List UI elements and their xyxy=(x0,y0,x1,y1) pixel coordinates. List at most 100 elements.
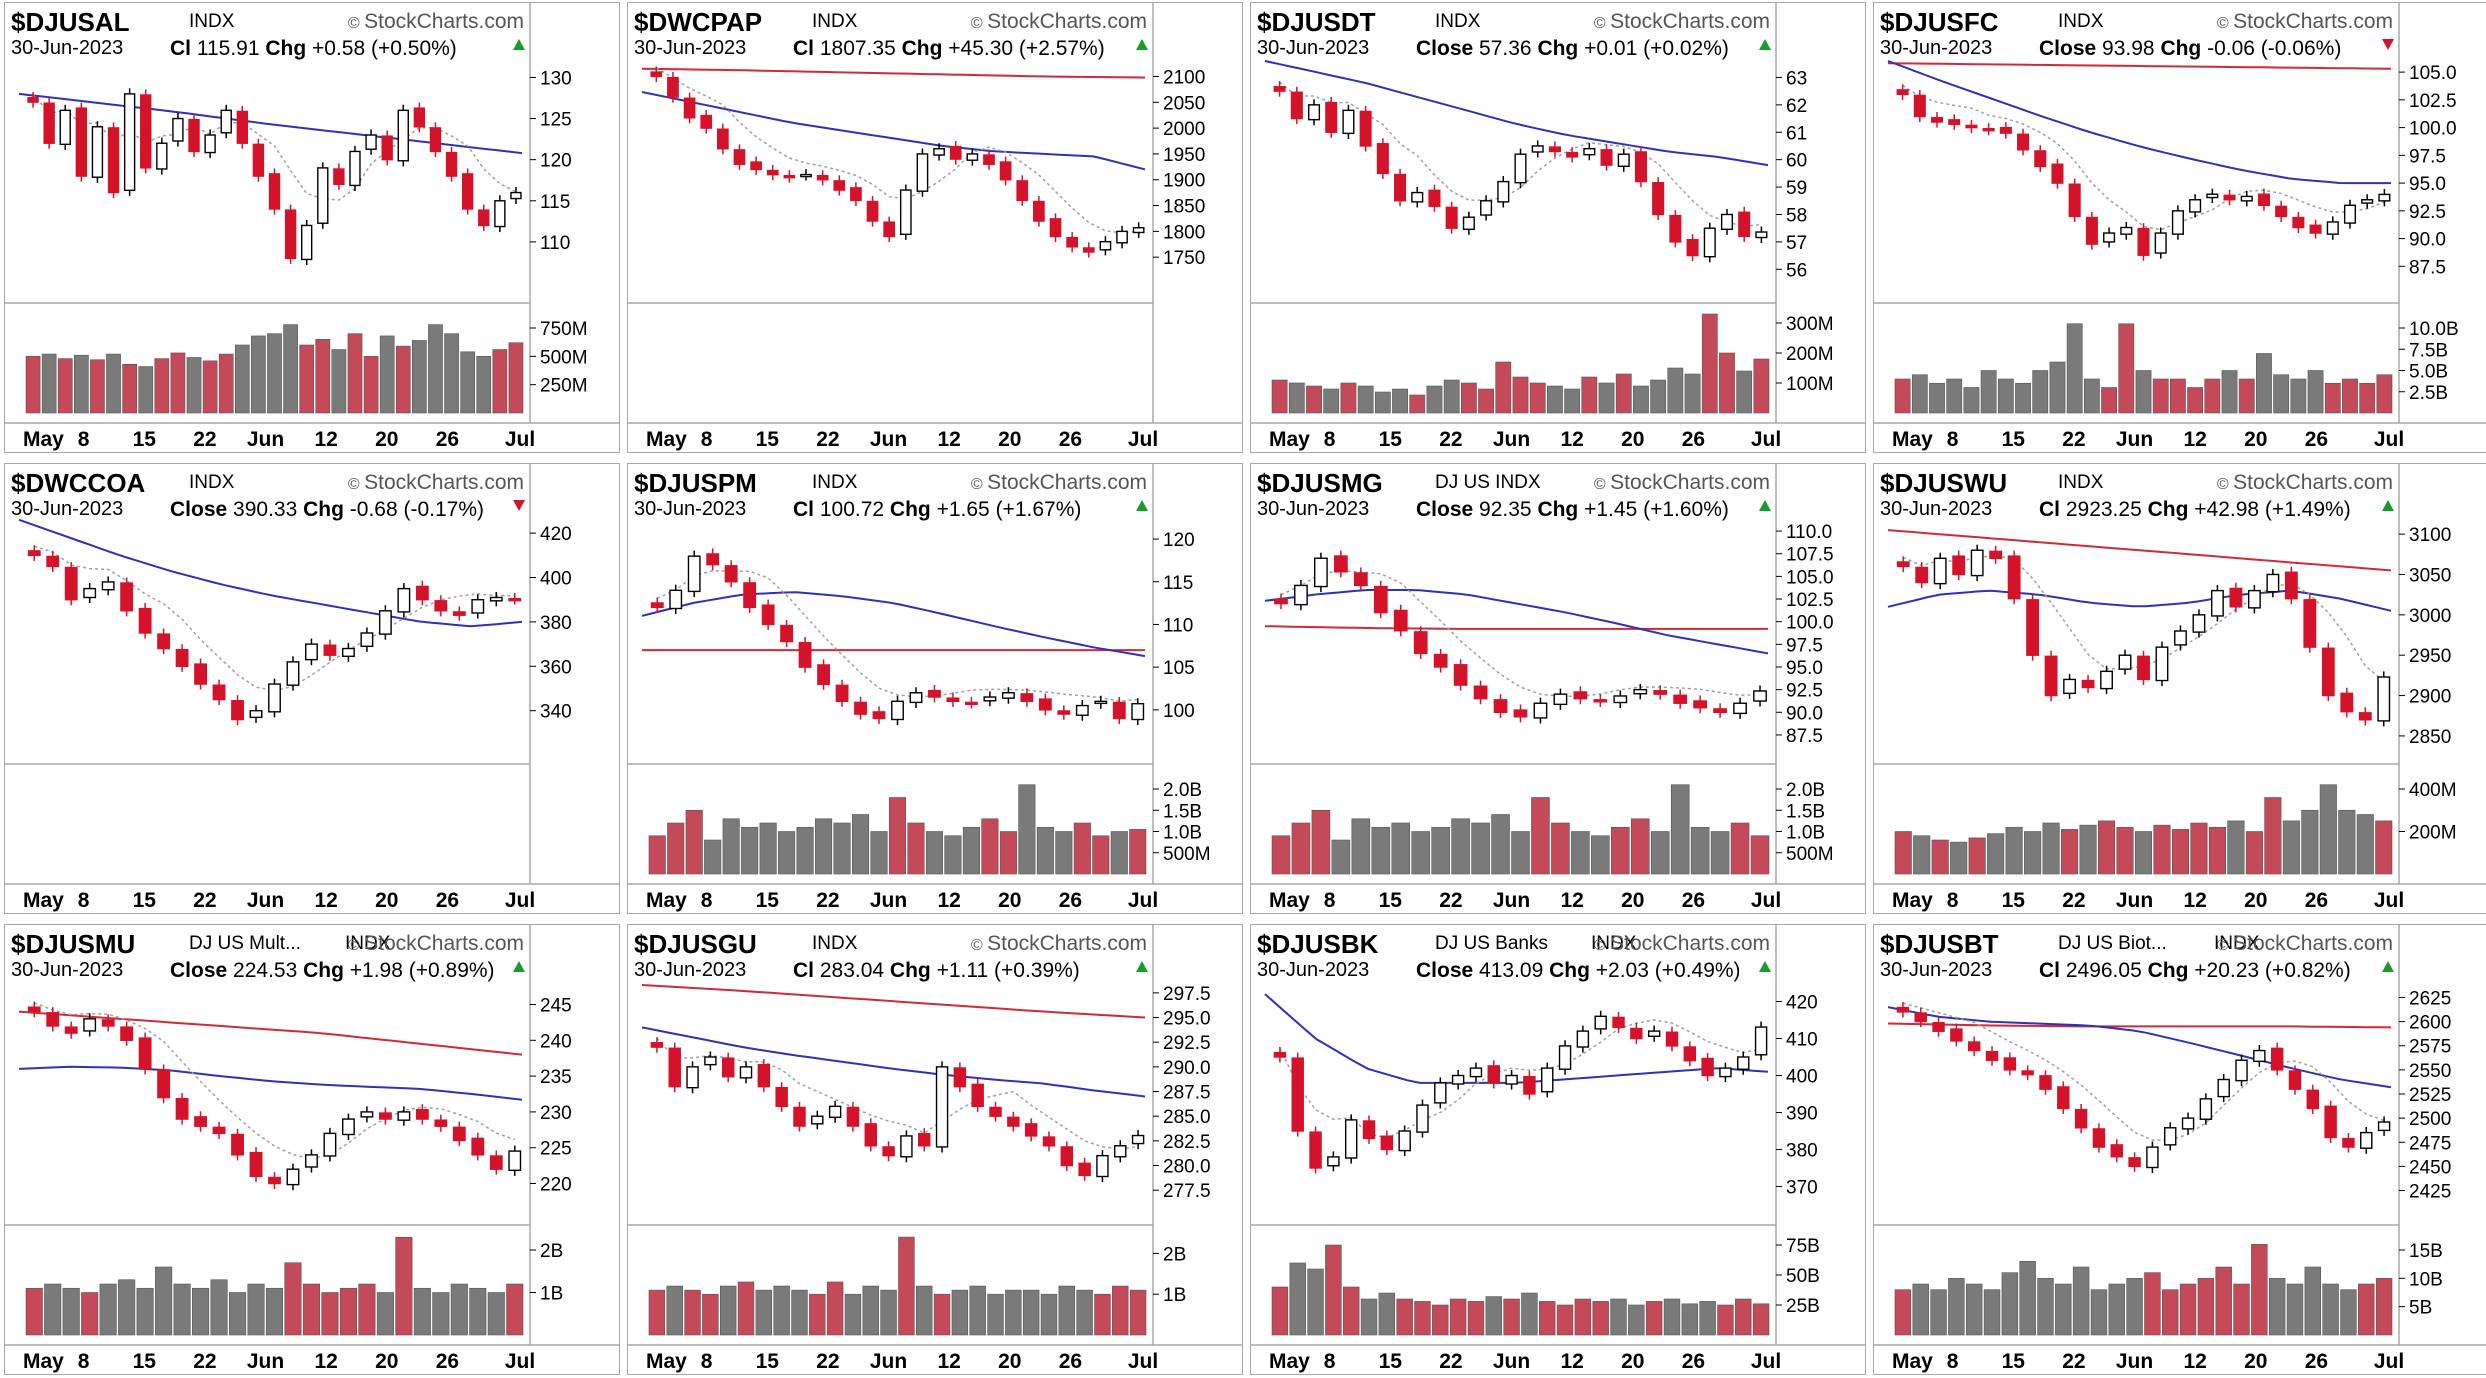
candle xyxy=(2081,674,2095,694)
volume-bar xyxy=(833,822,851,875)
volume-bar xyxy=(1485,1296,1502,1336)
y-tick-label: 1800 xyxy=(1163,222,1205,243)
candle xyxy=(909,687,923,708)
chart-date: 30-Jun-2023 xyxy=(1880,498,1993,520)
volume-bar xyxy=(778,831,796,875)
volume-bar xyxy=(1503,1298,1520,1336)
candle xyxy=(999,156,1012,186)
candle xyxy=(1001,687,1015,704)
candle xyxy=(1915,561,1929,589)
candle xyxy=(700,110,713,134)
chart-panel: $DJUSMU DJ US Mult... INDX © StockCharts.co… xyxy=(4,924,620,1375)
candle xyxy=(1720,208,1734,235)
volume-bar xyxy=(170,352,186,414)
price-stats: Close 92.35 Chg +1.45 (+1.60%) xyxy=(1416,498,1729,522)
x-tick-label: 15 xyxy=(2002,1350,2026,1373)
volume-tick-label: 200M xyxy=(2409,823,2457,844)
x-tick-label: Jul xyxy=(505,428,535,451)
candle xyxy=(800,169,812,181)
candle xyxy=(2206,188,2219,204)
candle xyxy=(854,696,867,720)
candle xyxy=(2189,194,2202,218)
chart-date: 30-Jun-2023 xyxy=(634,959,747,981)
candle xyxy=(341,1113,355,1141)
volume-bar xyxy=(1963,387,1980,414)
y-tick-label: 1950 xyxy=(1163,145,1205,166)
candle xyxy=(284,204,297,264)
volume-bar xyxy=(1628,1304,1645,1336)
candle xyxy=(415,1104,429,1125)
y-tick-label: 297.5 xyxy=(1163,984,1211,1005)
change-label: Chg xyxy=(303,498,344,521)
chart-svg: 63 62 61 60 59 58 57 56 300M 200M 100M May 8 15 22 Jun 1… xyxy=(1251,3,1865,451)
candle xyxy=(1513,704,1528,723)
candle xyxy=(721,1052,735,1083)
volume-bar xyxy=(1094,1293,1111,1336)
y-tick-label: 115 xyxy=(540,192,570,213)
volume-bar xyxy=(2238,378,2255,414)
brand-name: StockCharts.com xyxy=(987,932,1147,955)
volume-bar xyxy=(2126,1278,2143,1336)
candle xyxy=(194,658,208,690)
index-label: INDX xyxy=(812,11,858,32)
candle xyxy=(2164,1122,2177,1151)
y-tick-label: 2000 xyxy=(1163,119,1205,140)
candle xyxy=(397,1106,411,1126)
volume-bar xyxy=(251,335,266,414)
candle xyxy=(2100,665,2113,695)
volume-tick-label: 10.0B xyxy=(2409,319,2459,340)
volume-bar xyxy=(413,1287,431,1336)
brand-name: StockCharts.com xyxy=(364,471,524,494)
candle xyxy=(27,545,41,561)
chart-date: 30-Jun-2023 xyxy=(11,37,124,59)
change-value: +1.98 (+0.89%) xyxy=(349,959,495,982)
y-tick-label: 245 xyxy=(540,995,572,1016)
candle xyxy=(305,638,318,666)
volume-bar xyxy=(741,826,759,875)
price-stats: Close 93.98 Chg -0.06 (-0.06%) xyxy=(2039,37,2341,61)
volume-bar xyxy=(1968,837,1986,875)
x-tick-label: 15 xyxy=(1379,889,1403,912)
candle xyxy=(249,705,263,723)
candle xyxy=(2378,188,2391,207)
candle xyxy=(429,122,442,157)
volume-bar xyxy=(1690,826,1710,875)
volume-bar xyxy=(99,1283,117,1336)
volume-bar xyxy=(450,1283,468,1336)
x-tick-label: 22 xyxy=(1439,428,1462,451)
brand-name: StockCharts.com xyxy=(364,932,524,955)
up-arrow-icon xyxy=(1136,39,1148,50)
x-tick-label: 20 xyxy=(375,889,398,912)
x-tick-label: 22 xyxy=(193,889,216,912)
candle xyxy=(2361,194,2374,209)
candle xyxy=(2044,650,2058,702)
volume-bar xyxy=(412,340,427,414)
candle xyxy=(286,656,300,691)
volume-bar xyxy=(969,1285,986,1336)
candle xyxy=(1131,698,1145,726)
chart-panel: $DWCCOA INDX © StockCharts.com 30-Jun-2023 C… xyxy=(4,463,620,914)
candle xyxy=(194,1111,208,1132)
y-tick-label: 2450 xyxy=(2409,1157,2451,1178)
candle xyxy=(2034,145,2047,172)
candle xyxy=(1613,690,1628,709)
y-tick-label: 230 xyxy=(540,1103,572,1124)
candle xyxy=(1948,114,1961,130)
candle xyxy=(1558,1040,1572,1075)
x-tick-label: May xyxy=(646,1350,687,1373)
candle xyxy=(1416,1099,1429,1138)
x-tick-label: 15 xyxy=(133,889,157,912)
candle xyxy=(683,92,696,124)
y-tick-label: 105.0 xyxy=(1786,567,1834,588)
volume-bar xyxy=(1129,1289,1147,1336)
close-label: Cl xyxy=(793,959,814,982)
candle xyxy=(1733,697,1747,719)
change-value: +45.30 (+2.57%) xyxy=(948,37,1105,60)
y-tick-label: 1750 xyxy=(1163,248,1205,269)
moving-average-fast xyxy=(656,570,1138,702)
volume-bar xyxy=(106,353,121,414)
candle xyxy=(1673,689,1688,709)
x-tick-label: May xyxy=(646,889,687,912)
volume-bar xyxy=(1547,385,1563,414)
volume-bar xyxy=(2152,378,2169,414)
